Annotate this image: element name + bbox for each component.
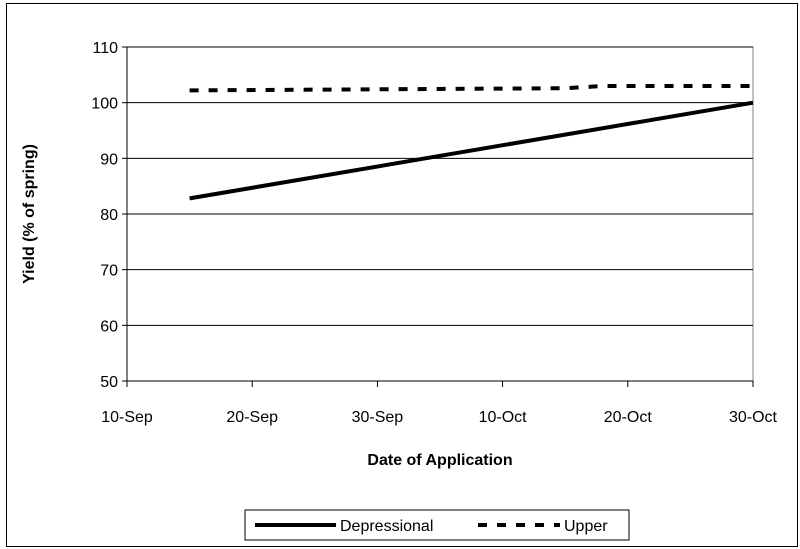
x-tick-label: 30-Oct <box>729 409 778 426</box>
y-tick-label: 100 <box>91 96 118 113</box>
legend: Depressional Upper <box>244 509 630 541</box>
y-axis: 50 60 70 80 90 100 110 <box>91 40 128 391</box>
series-line-depressional <box>189 100 754 201</box>
x-axis-title: Date of Application <box>367 452 512 469</box>
y-tick-label: 70 <box>100 263 118 280</box>
y-tick-label: 50 <box>100 374 118 391</box>
x-tick-label: 20-Sep <box>226 409 278 426</box>
x-axis: 10-Sep 20-Sep 30-Sep 10-Oct 20-Oct 30-Oct <box>101 380 778 426</box>
x-tick-label: 10-Oct <box>479 409 528 426</box>
y-tick-label: 90 <box>100 151 118 168</box>
legend-label-depressional: Depressional <box>340 518 433 535</box>
legend-label-upper: Upper <box>564 518 608 535</box>
series-layer <box>189 84 754 201</box>
x-tick-label: 10-Sep <box>101 409 153 426</box>
x-tick-label: 30-Sep <box>352 409 404 426</box>
gridlines <box>127 46 753 326</box>
y-tick-label: 80 <box>100 207 118 224</box>
y-tick-label: 110 <box>92 40 118 57</box>
chart-frame <box>6 3 798 547</box>
series-line-upper <box>189 84 753 93</box>
x-tick-label: 20-Oct <box>604 409 653 426</box>
y-tick-label: 60 <box>100 318 118 335</box>
y-axis-title: Yield (% of spring) <box>21 144 38 284</box>
